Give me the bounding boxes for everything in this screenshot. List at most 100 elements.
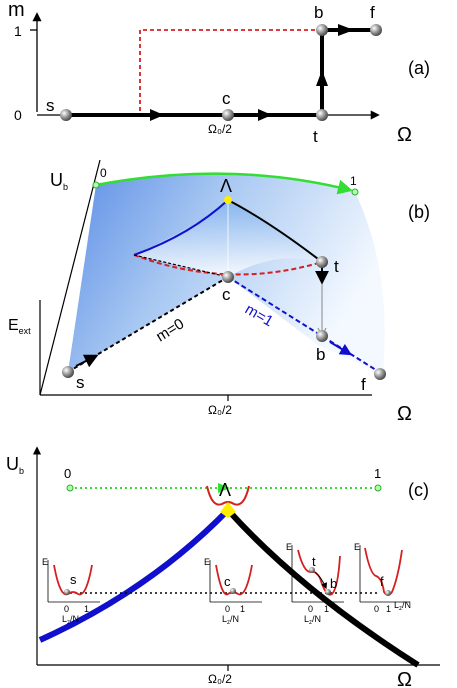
- inset-tb-point-t: t: [312, 554, 316, 569]
- panel-b-blue-branch: [133, 199, 229, 256]
- panel-a-trajectory: [66, 28, 376, 117]
- panel-a-arrow-3: [338, 24, 354, 36]
- panel-a-y-label: m: [8, 0, 25, 21]
- panel-b-u-axis: [39, 159, 101, 396]
- inset-s-tick-1: 1: [84, 604, 89, 614]
- panel-c: Ub Ω Ω₀/2 (c) 0 1 Λ E s 0 1 Lz/N: [6, 446, 440, 688]
- panel-a-label-f: f: [370, 3, 375, 22]
- inset-f-e-label: E: [354, 542, 360, 552]
- panel-a-label-s: s: [46, 96, 55, 115]
- panel-b-x-label: Ω: [397, 403, 412, 425]
- panel-b-point-t: [316, 256, 328, 268]
- panel-a-label-b: b: [314, 3, 323, 22]
- panel-a-point-t: [316, 109, 328, 121]
- panel-b-label-t: t: [334, 257, 339, 276]
- inset-c-tick-1: 1: [240, 604, 245, 614]
- inset-s-well: [53, 564, 93, 596]
- panel-b-c-left: [133, 254, 229, 278]
- panel-b-m0-label: m=0: [153, 315, 187, 345]
- panel-a-point-f: [370, 24, 382, 36]
- panel-c-inset-tb: E t b 0 1 Lz/N: [286, 542, 344, 626]
- panel-b-m0-arrow: [75, 354, 99, 368]
- inset-f-well: [364, 547, 403, 596]
- panel-b-point-1: [351, 188, 359, 196]
- inset-s-tick-0: 0: [64, 604, 69, 614]
- panel-a-arrow-up: [316, 70, 328, 86]
- panel-a-tick-label-0: 0: [14, 107, 22, 123]
- panel-c-x-label: Ω: [397, 669, 412, 688]
- inset-f-tick-0: 0: [374, 604, 379, 614]
- panel-c-x-tick-label: Ω₀/2: [208, 672, 232, 686]
- panel-c-point-0: [66, 484, 74, 492]
- panel-b-point-c: [222, 271, 234, 283]
- panel-a-label-c: c: [222, 89, 231, 108]
- panel-a-point-s: [60, 109, 72, 121]
- panel-b-point-s: [62, 366, 74, 378]
- inset-c-x-label: Lz/N: [222, 614, 239, 626]
- inset-s-e-label: E: [42, 557, 48, 567]
- panel-b-black-branch: [227, 199, 323, 263]
- panel-a-label-t: t: [313, 127, 318, 146]
- panel-a-point-b: [316, 24, 328, 36]
- panel-a-arrow-1: [150, 109, 164, 121]
- inset-f-x-label: Lz/N: [394, 600, 411, 612]
- panel-b-x-tick-label: Ω₀/2: [208, 403, 232, 417]
- panel-b-corner-0: 0: [100, 166, 107, 180]
- panel-b-point-0: [92, 181, 100, 189]
- panel-b-label-b: b: [316, 345, 325, 364]
- panel-a-arrow-2: [258, 109, 272, 121]
- panel-c-lambda-star: [220, 502, 236, 518]
- panel-b-corner-1: 1: [350, 174, 357, 188]
- inset-s-point-label: s: [70, 572, 77, 587]
- inset-f-ball: [385, 590, 391, 596]
- panel-a-tick-label-1: 1: [14, 23, 22, 39]
- panel-b-label-s: s: [76, 373, 85, 392]
- panel-a-red-dashed-path: [66, 29, 372, 115]
- panel-a-x-tick-label: Ω₀/2: [208, 122, 232, 136]
- panel-c-black-branch: [225, 507, 420, 668]
- panel-b-tag: (b): [408, 202, 430, 222]
- panel-c-u-label: Ub: [6, 454, 24, 476]
- inset-s-ball: [64, 589, 70, 595]
- panel-c-top-0: 0: [64, 466, 71, 481]
- panel-c-inset-s: E s 0 1 Lz/N: [42, 557, 100, 626]
- panel-c-top-1: 1: [374, 466, 381, 481]
- inset-tb-ball-b: [325, 589, 331, 595]
- inset-c-ball: [230, 588, 236, 594]
- panel-b-m1-arrow: [329, 341, 353, 356]
- panel-b: Ub Eext Ω Ω₀/2 (b) 0 1 m=0 m=1 Λ: [8, 159, 430, 425]
- inset-c-tick-0: 0: [225, 604, 230, 614]
- panel-a-point-c: [222, 109, 234, 121]
- panel-b-green-arc: [95, 172, 353, 195]
- inset-tb-e-label: E: [286, 542, 292, 552]
- inset-tb-ball-t: [309, 567, 315, 573]
- inset-f-point-label: f: [380, 574, 384, 589]
- inset-c-e-label: E: [204, 557, 210, 567]
- inset-c-point-label: c: [224, 574, 231, 589]
- panel-b-label-f: f: [361, 375, 366, 394]
- panel-c-blue-branch: [38, 507, 231, 643]
- inset-f-tick-1: 1: [386, 604, 391, 614]
- panel-c-inset-f: E f 0 1 Lz/N: [354, 542, 411, 614]
- panel-b-lambda-point: [224, 196, 232, 204]
- panel-b-lambda-label: Λ: [220, 176, 232, 196]
- panel-b-point-b: [316, 330, 328, 342]
- panel-c-tag: (c): [408, 480, 429, 500]
- panel-c-inset-c: E c 0 1 Lz/N: [204, 557, 262, 626]
- panel-b-label-c: c: [222, 285, 231, 304]
- panel-a: m 1 0 Ω Ω₀/2 (a) s c t b f: [8, 0, 430, 146]
- panel-b-u-label: Ub: [50, 170, 68, 192]
- inset-tb-x-label: Lz/N: [304, 614, 321, 626]
- inset-tb-arrow: [314, 571, 328, 590]
- panel-b-point-f: [374, 368, 386, 380]
- panel-a-tag: (a): [408, 58, 430, 78]
- panel-c-point-1: [374, 484, 382, 492]
- panel-b-e-label: Eext: [8, 317, 31, 336]
- panel-c-lambda-label: Λ: [219, 480, 231, 500]
- inset-tb-tick-1: 1: [324, 604, 329, 614]
- inset-tb-point-b: b: [330, 576, 337, 591]
- panel-a-x-label: Ω: [397, 124, 412, 146]
- panel-c-green-arrow: [218, 483, 230, 493]
- inset-tb-tick-0: 0: [308, 604, 313, 614]
